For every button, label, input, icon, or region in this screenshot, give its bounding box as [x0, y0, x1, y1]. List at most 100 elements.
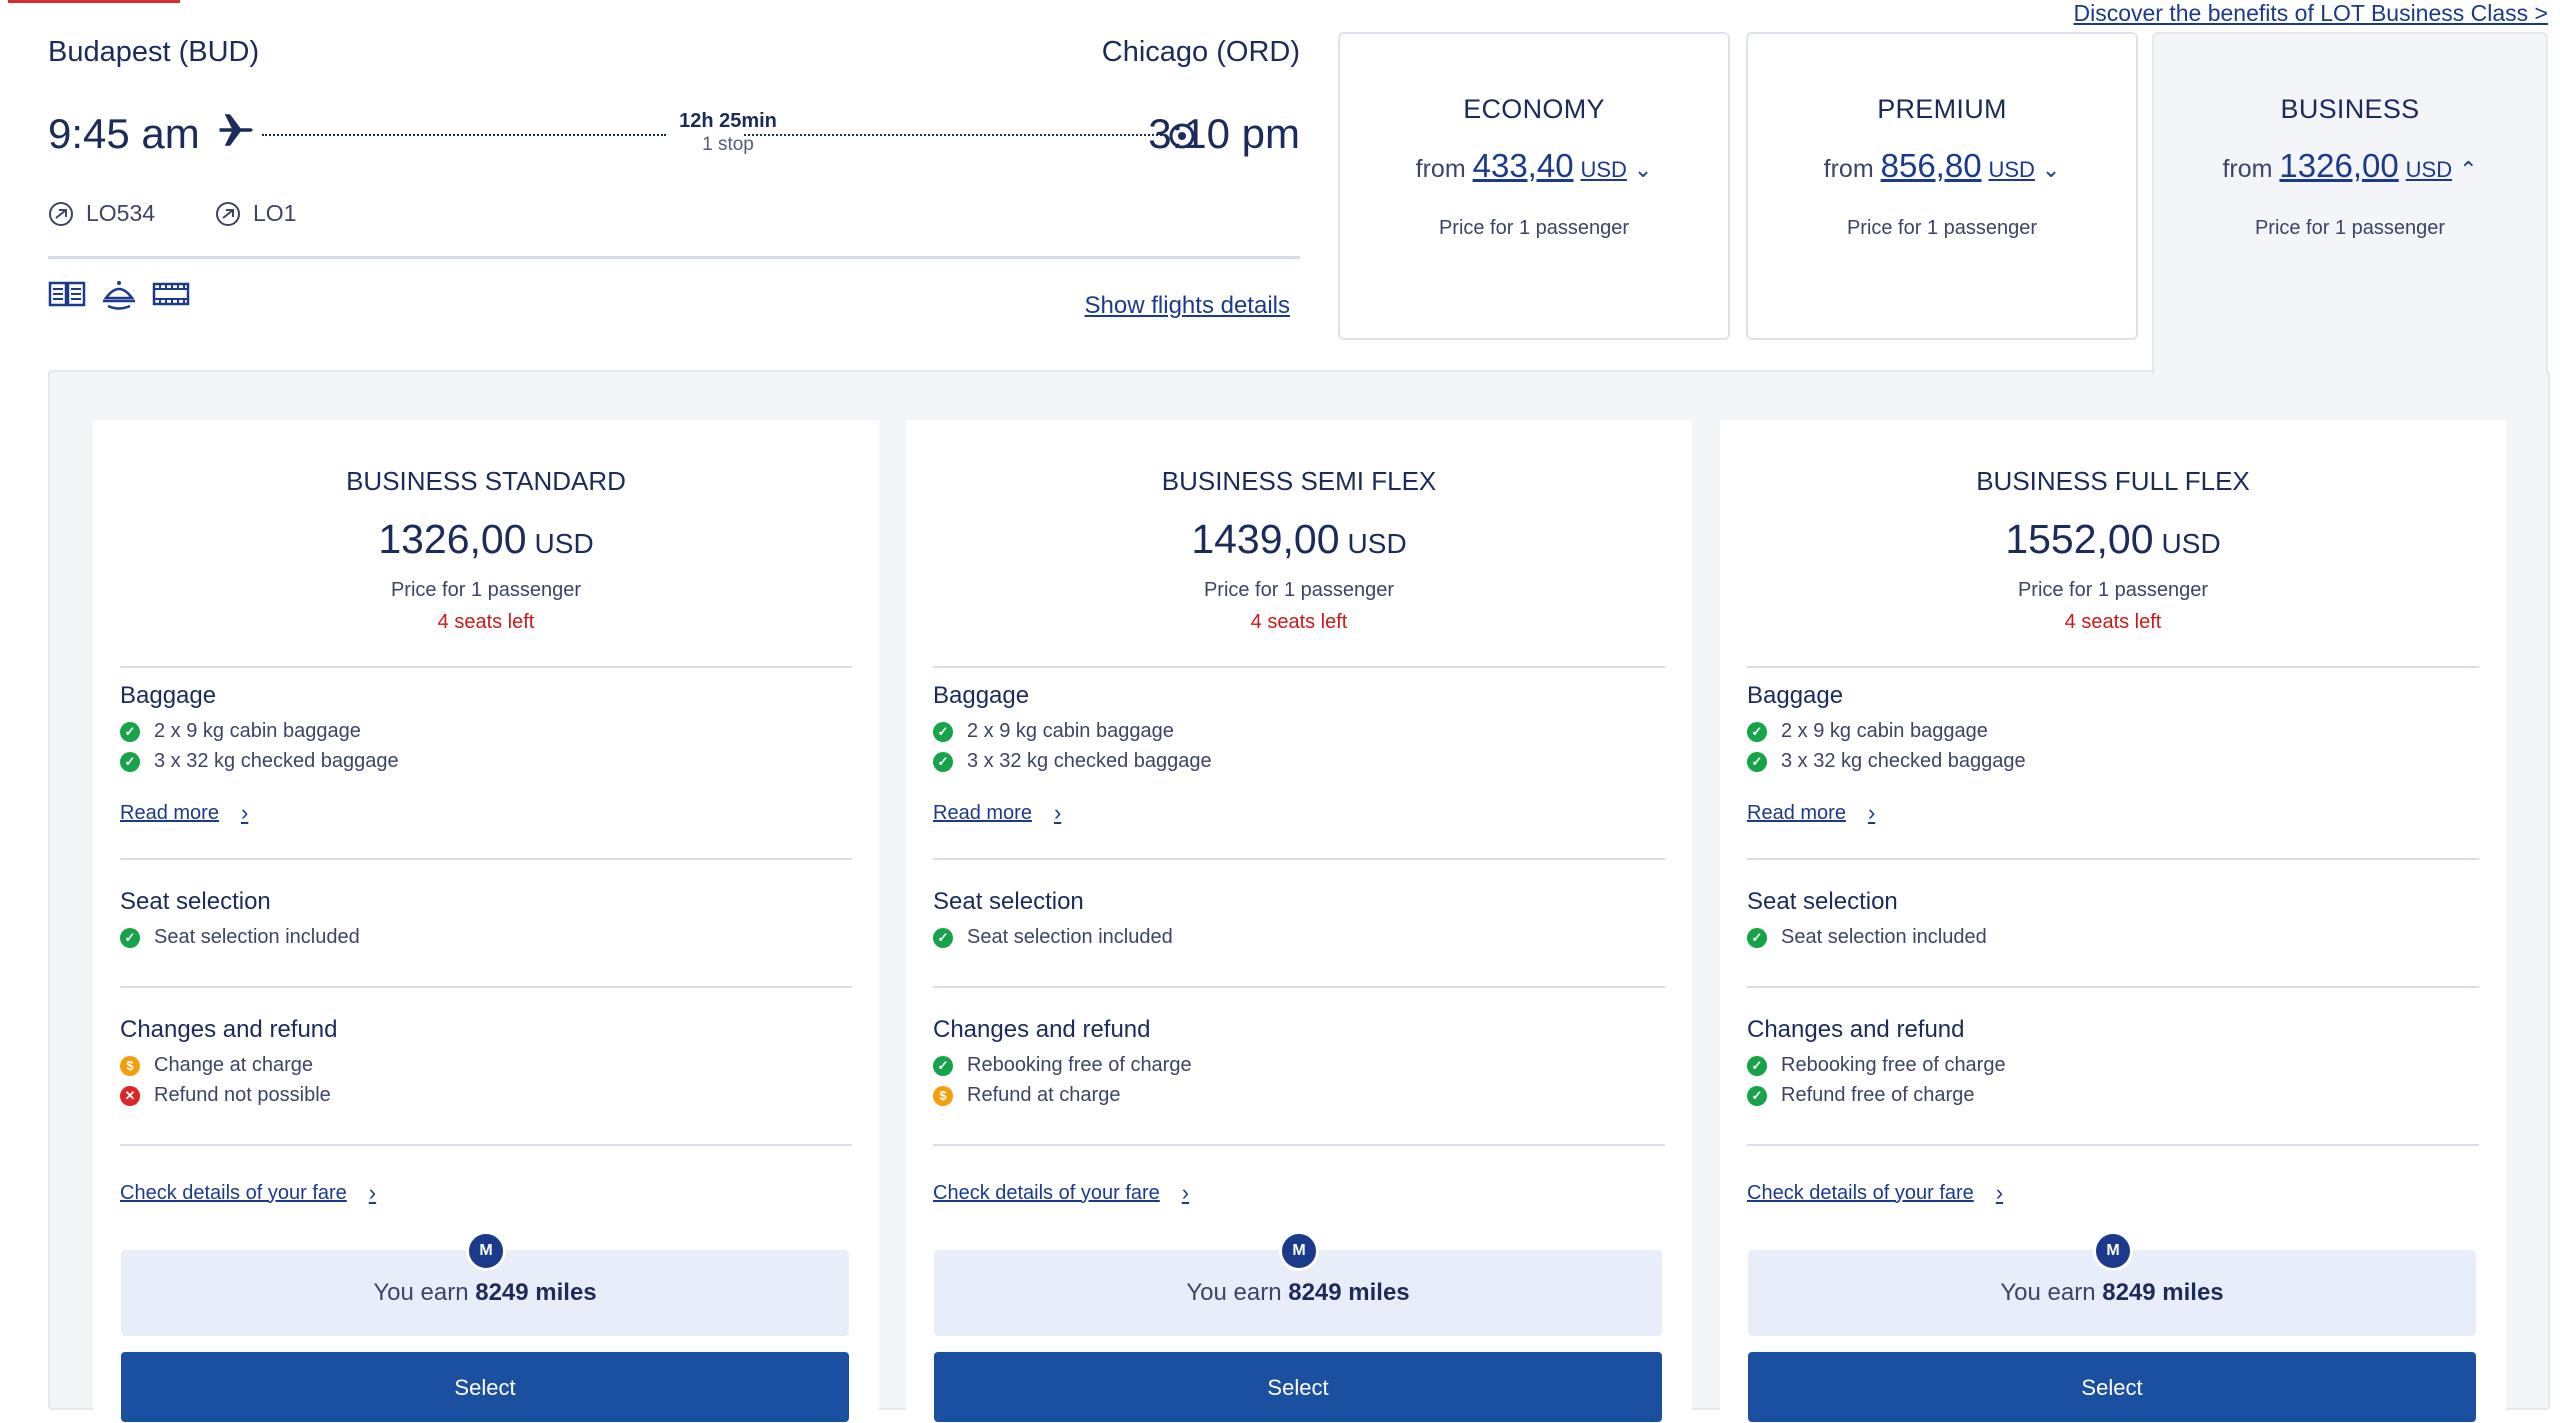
baggage-title: Baggage — [1747, 682, 1844, 709]
cabin-card-economy[interactable]: ECONOMY from 433,40 USD ⌄ Price for 1 pa… — [1338, 32, 1730, 340]
feature-text: Refund not possible — [154, 1084, 331, 1106]
feature-text: 2 x 9 kg cabin baggage — [967, 720, 1174, 742]
check-icon: ✓ — [120, 751, 140, 772]
feature-item: ✓ 3 x 32 kg checked baggage — [120, 750, 399, 773]
baggage-title: Baggage — [933, 682, 1030, 709]
check-icon: ✓ — [120, 927, 140, 948]
read-more-link[interactable]: Read more › — [120, 800, 248, 826]
meal-service-icon — [103, 281, 135, 310]
read-more-label[interactable]: Read more — [1747, 801, 1846, 824]
read-more-label[interactable]: Read more — [933, 801, 1032, 824]
fare-price-note: Price for 1 passenger — [1203, 579, 1395, 601]
chevron-down-icon[interactable]: ⌄ — [1633, 157, 1653, 182]
flight-duration: 12h 25min 1 stop — [630, 110, 826, 156]
check-fare-details-link[interactable]: Check details of your fare › — [1747, 1180, 2003, 1206]
select-fare-button[interactable]: Select — [934, 1352, 1662, 1422]
seat-selection-title: Seat selection — [1747, 888, 1898, 915]
route-line-left — [262, 134, 666, 136]
fare-name: BUSINESS FULL FLEX — [1976, 466, 2250, 496]
menu-book-icon — [48, 281, 86, 307]
origin-city: Budapest (BUD) — [48, 36, 260, 68]
baggage-title: Baggage — [120, 682, 217, 709]
show-flight-details-link[interactable]: Show flights details — [1084, 292, 1290, 319]
cabin-price-amount[interactable]: 856,80 — [1880, 147, 1982, 184]
feature-text: 3 x 32 kg checked baggage — [967, 750, 1212, 772]
check-fare-details-label[interactable]: Check details of your fare — [933, 1181, 1160, 1204]
select-fare-button[interactable]: Select — [1748, 1352, 2476, 1422]
destination-marker-icon — [1169, 123, 1195, 149]
duration-text: 12h 25min — [679, 110, 777, 132]
fare-price-amount: 1552,00 — [2005, 516, 2154, 562]
fare-name: BUSINESS SEMI FLEX — [1161, 466, 1437, 496]
check-fare-details-link[interactable]: Check details of your fare › — [933, 1180, 1189, 1206]
chevron-down-icon[interactable]: ⌄ — [2041, 157, 2061, 182]
cabin-price-note: Price for 1 passenger — [2254, 217, 2446, 239]
feature-text: Refund at charge — [967, 1084, 1121, 1106]
select-fare-button[interactable]: Select — [121, 1352, 849, 1422]
chevron-up-icon[interactable]: ⌃ — [2459, 157, 2478, 182]
cabin-price: from 433,40 USD ⌄ — [1340, 147, 1728, 185]
check-icon: ✓ — [933, 751, 953, 772]
seat-selection-title: Seat selection — [933, 888, 1084, 915]
fare-price-note: Price for 1 passenger — [390, 579, 582, 601]
fare-price: 1326,00 USD — [93, 516, 879, 563]
flight-number-2: LO1 — [215, 200, 296, 227]
cabin-price-note: Price for 1 passenger — [1438, 217, 1630, 239]
feature-text: Rebooking free of charge — [967, 1054, 1192, 1076]
read-more-link[interactable]: Read more › — [933, 800, 1061, 826]
charge-icon: $ — [120, 1055, 140, 1076]
miles-prefix: You earn — [373, 1279, 469, 1306]
cabin-price-amount[interactable]: 1326,00 — [2279, 147, 2399, 184]
flight-summary: Budapest (BUD) Chicago (ORD) 9:45 am 12h… — [48, 30, 1300, 360]
read-more-label[interactable]: Read more — [120, 801, 219, 824]
divider — [933, 986, 1665, 988]
discover-business-class-link[interactable]: Discover the benefits of LOT Business Cl… — [2073, 0, 2549, 26]
fare-price-currency: USD — [2161, 528, 2221, 559]
flight-number-1: LO534 — [48, 200, 155, 227]
cross-icon: ✕ — [120, 1085, 140, 1106]
fare-card-business-standard: BUSINESS STANDARD 1326,00 USD Price for 1… — [93, 420, 879, 1422]
fare-price: 1552,00 USD — [1720, 516, 2506, 563]
fare-card-business-full-flex: BUSINESS FULL FLEX 1552,00 USD Price for … — [1720, 420, 2506, 1422]
cabin-name: PREMIUM — [1877, 94, 2007, 124]
stops-text: 1 stop — [702, 134, 754, 155]
feature-item: $ Change at charge — [120, 1054, 313, 1077]
check-icon: ✓ — [1747, 1055, 1767, 1076]
cabin-price-note: Price for 1 passenger — [1846, 217, 2038, 239]
check-fare-details-label[interactable]: Check details of your fare — [120, 1181, 347, 1204]
chevron-right-icon: › — [1053, 800, 1062, 825]
feature-text: Seat selection included — [154, 926, 360, 948]
cabin-from-label: from — [2222, 155, 2273, 183]
cabin-price: from 1326,00 USD ⌃ — [2154, 147, 2546, 185]
fare-price-currency: USD — [1347, 528, 1407, 559]
feature-text: Seat selection included — [1781, 926, 1987, 948]
changes-refund-title: Changes and refund — [1747, 1016, 1965, 1043]
cabin-from-label: from — [1415, 155, 1466, 183]
divider — [120, 858, 852, 860]
check-icon: ✓ — [933, 1055, 953, 1076]
cabin-name: ECONOMY — [1463, 94, 1605, 124]
chevron-right-icon: › — [1995, 1180, 2004, 1205]
route-line-right — [744, 134, 1162, 136]
cabin-card-business[interactable]: BUSINESS from 1326,00 USD ⌃ Price for 1 … — [2152, 32, 2548, 374]
cabin-price-currency: USD — [1988, 157, 2035, 182]
divider — [933, 666, 1665, 668]
fare-price-note: Price for 1 passenger — [2017, 579, 2209, 601]
fare-card-business-semi-flex: BUSINESS SEMI FLEX 1439,00 USD Price for … — [906, 420, 1692, 1422]
cabin-card-premium[interactable]: PREMIUM from 856,80 USD ⌄ Price for 1 pa… — [1746, 32, 2138, 340]
check-icon: ✓ — [1747, 751, 1767, 772]
check-fare-details-link[interactable]: Check details of your fare › — [120, 1180, 376, 1206]
cabin-price-amount[interactable]: 433,40 — [1472, 147, 1574, 184]
read-more-link[interactable]: Read more › — [1747, 800, 1875, 826]
check-fare-details-label[interactable]: Check details of your fare — [1747, 1181, 1974, 1204]
miles-logo-icon: M — [466, 1231, 506, 1271]
feature-text: Change at charge — [154, 1054, 314, 1076]
flight-number-label: LO1 — [253, 200, 297, 226]
feature-item: ✓ Seat selection included — [933, 926, 1173, 949]
fare-price: 1439,00 USD — [906, 516, 1692, 563]
check-icon: ✓ — [933, 927, 953, 948]
feature-text: 2 x 9 kg cabin baggage — [154, 720, 361, 742]
seats-left-text: 4 seats left — [2064, 611, 2162, 633]
flight-number-label: LO534 — [86, 200, 156, 226]
divider — [933, 858, 1665, 860]
